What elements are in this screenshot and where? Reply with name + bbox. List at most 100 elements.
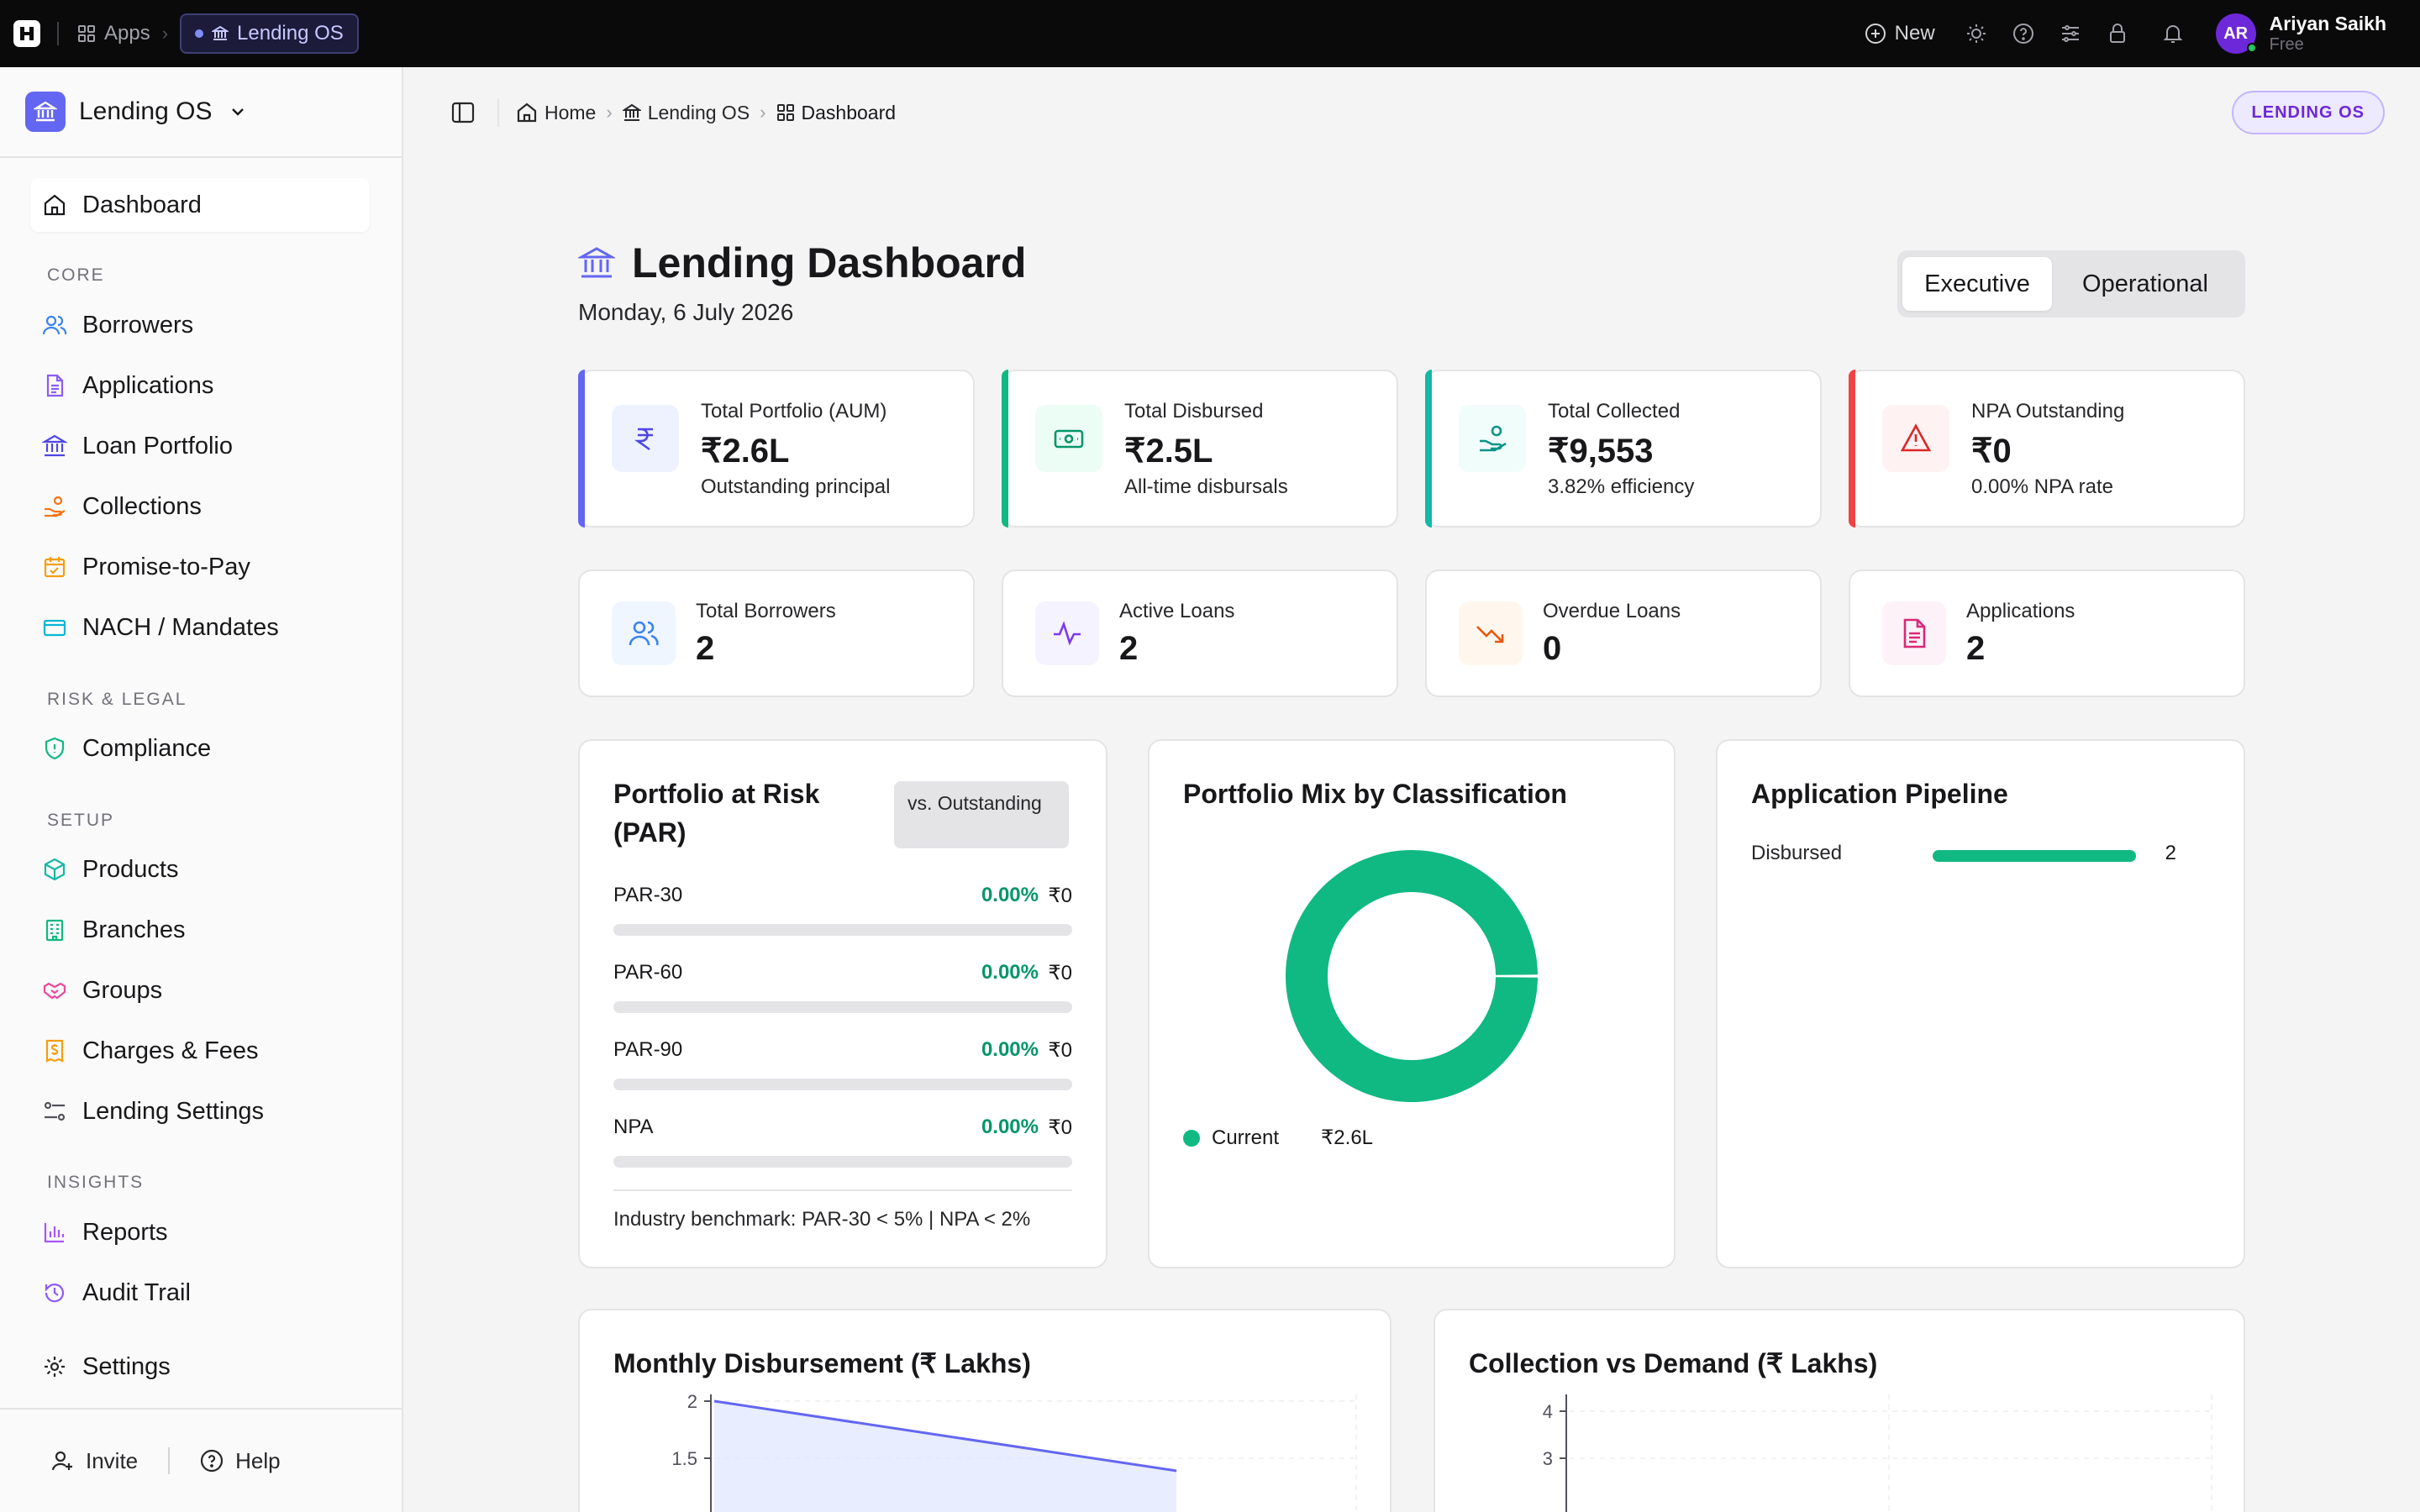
sidebar-item-label: Collections xyxy=(82,492,202,520)
workspace-badge: LENDING OS xyxy=(2231,91,2385,134)
par-progress-bar xyxy=(613,1079,1072,1090)
sidebar-item-audit-trail[interactable]: Audit Trail xyxy=(30,1266,370,1320)
kpi-label: Total Disbursed xyxy=(1124,400,1264,423)
kpi-card-collected[interactable]: Total Collected ₹9,553 3.82% efficiency xyxy=(1425,370,1822,528)
lock-icon[interactable] xyxy=(2107,23,2128,45)
chevron-down-icon xyxy=(229,102,247,121)
par-name: PAR-30 xyxy=(613,884,683,906)
avatar[interactable]: AR xyxy=(2215,13,2257,54)
sidebar-item-nach-mandates[interactable]: NACH / Mandates xyxy=(30,601,370,654)
sidebar-item-settings[interactable]: Settings xyxy=(30,1340,370,1394)
stat-card-active-loans[interactable]: Active Loans 2 xyxy=(1002,570,1398,697)
help-button[interactable]: Help xyxy=(200,1448,281,1474)
par-amount: ₹0 xyxy=(1048,885,1072,907)
sidebar-item-branches[interactable]: Branches xyxy=(30,903,370,957)
sidebar-toggle-icon[interactable] xyxy=(450,100,476,125)
sidebar-item-charges-fees[interactable]: Charges & Fees xyxy=(30,1024,370,1078)
breadcrumb-lending-os[interactable]: Lending OS xyxy=(622,101,750,124)
credit-card-icon xyxy=(42,615,67,640)
sidebar-item-lending-settings[interactable]: Lending Settings xyxy=(30,1084,370,1138)
calendar-check-icon xyxy=(42,554,67,580)
stat-value: 0 xyxy=(1543,630,1562,667)
card-accent xyxy=(1849,370,1855,528)
sidebar-item-loan-portfolio[interactable]: Loan Portfolio xyxy=(30,419,370,473)
par-amount: ₹0 xyxy=(1048,1039,1072,1062)
par-comparison-tag: vs. Outstanding xyxy=(894,781,1069,848)
donut-slice-current[interactable] xyxy=(1286,850,1538,1102)
tab-operational[interactable]: Operational xyxy=(2082,270,2208,297)
trending-down-icon xyxy=(1459,601,1523,665)
workspace-logo-icon[interactable] xyxy=(13,20,40,47)
sidebar-item-promise-to-pay[interactable]: Promise-to-Pay xyxy=(30,540,370,594)
y-tick-label: 1.5 xyxy=(671,1448,697,1469)
sun-icon[interactable] xyxy=(1965,23,1987,45)
hand-coins-icon xyxy=(1459,405,1526,472)
portfolio-mix-panel: Portfolio Mix by Classification Current … xyxy=(1148,739,1676,1268)
apps-link[interactable]: Apps xyxy=(77,22,150,45)
stat-value: 2 xyxy=(1966,630,1986,667)
stat-card-overdue-loans[interactable]: Overdue Loans 0 xyxy=(1425,570,1822,697)
sliders-icon xyxy=(42,1099,67,1124)
series-line[interactable] xyxy=(713,1399,1177,1473)
breadcrumb-home[interactable]: Home xyxy=(516,102,596,124)
y-tick-label: 4 xyxy=(1543,1401,1553,1422)
bar-chart-icon xyxy=(42,1220,67,1245)
sidebar-item-compliance[interactable]: Compliance xyxy=(30,722,370,775)
pipeline-row: Disbursed 2 xyxy=(1751,842,2210,867)
panel-title: Portfolio Mix by Classification xyxy=(1183,779,1567,809)
new-button[interactable]: New xyxy=(1865,22,1935,45)
breadcrumb-label: Lending OS xyxy=(647,101,750,123)
kpi-card-npa[interactable]: NPA Outstanding ₹0 0.00% NPA rate xyxy=(1849,370,2245,528)
bell-icon[interactable] xyxy=(2162,23,2184,45)
kpi-label: Total Portfolio (AUM) xyxy=(701,400,887,423)
tab-executive[interactable]: Executive xyxy=(1902,257,2052,311)
sidebar-item-label: Reports xyxy=(82,1218,168,1246)
area-fill xyxy=(714,1401,1177,1512)
kpi-card-portfolio[interactable]: Total Portfolio (AUM) ₹2.6L Outstanding … xyxy=(578,370,975,528)
org-switcher[interactable]: Lending OS xyxy=(0,67,402,158)
alert-triangle-icon xyxy=(1882,405,1949,472)
chevron-right-icon: › xyxy=(161,23,169,44)
par-percent: 0.00% xyxy=(981,961,1039,984)
divider xyxy=(497,98,499,127)
sidebar-item-reports[interactable]: Reports xyxy=(30,1205,370,1259)
users-icon xyxy=(42,312,67,338)
sidebar-item-products[interactable]: Products xyxy=(30,843,370,896)
user-menu[interactable]: Ariyan Saikh Free xyxy=(2269,13,2386,54)
current-app-pill[interactable]: Lending OS xyxy=(180,13,359,54)
stat-card-borrowers[interactable]: Total Borrowers 2 xyxy=(578,570,975,697)
apps-label: Apps xyxy=(104,22,150,45)
stat-label: Total Borrowers xyxy=(696,600,836,622)
sidebar-item-groups[interactable]: Groups xyxy=(30,963,370,1017)
section-label-core: CORE xyxy=(47,265,105,285)
section-label-risk-legal: RISK & LEGAL xyxy=(47,690,187,709)
help-circle-icon[interactable] xyxy=(2012,23,2034,45)
plus-circle-icon xyxy=(1865,23,1886,45)
package-icon xyxy=(42,857,67,882)
sidebar-item-label: Applications xyxy=(82,371,214,399)
kpi-label: Total Collected xyxy=(1548,400,1681,423)
kpi-label: NPA Outstanding xyxy=(1971,400,2125,423)
sidebar-item-label: Settings xyxy=(82,1352,171,1380)
sidebar-item-borrowers[interactable]: Borrowers xyxy=(30,298,370,352)
sidebar-item-label: Compliance xyxy=(82,734,212,762)
y-tick-label: 3 xyxy=(1543,1448,1553,1469)
card-accent xyxy=(1002,370,1008,528)
stat-card-applications[interactable]: Applications 2 xyxy=(1849,570,2245,697)
sidebar-item-applications[interactable]: Applications xyxy=(30,359,370,412)
users-icon xyxy=(612,601,676,665)
file-text-icon xyxy=(42,373,67,398)
kpi-card-disbursed[interactable]: Total Disbursed ₹2.5L All-time disbursal… xyxy=(1002,370,1398,528)
avatar-initials: AR xyxy=(2223,24,2249,43)
sidebar-item-dashboard[interactable]: Dashboard xyxy=(30,178,370,232)
sliders-icon[interactable] xyxy=(2060,23,2081,45)
sidebar-item-collections[interactable]: Collections xyxy=(30,480,370,533)
stat-label: Applications xyxy=(1966,600,2075,622)
invite-button[interactable]: Invite xyxy=(50,1448,138,1474)
panel-title: Portfolio at Risk (PAR) xyxy=(613,779,820,848)
new-label: New xyxy=(1894,22,1935,45)
user-plan: Free xyxy=(2269,34,2304,54)
bank-icon xyxy=(42,433,67,459)
home-icon xyxy=(516,102,538,123)
card-accent xyxy=(1425,370,1432,528)
